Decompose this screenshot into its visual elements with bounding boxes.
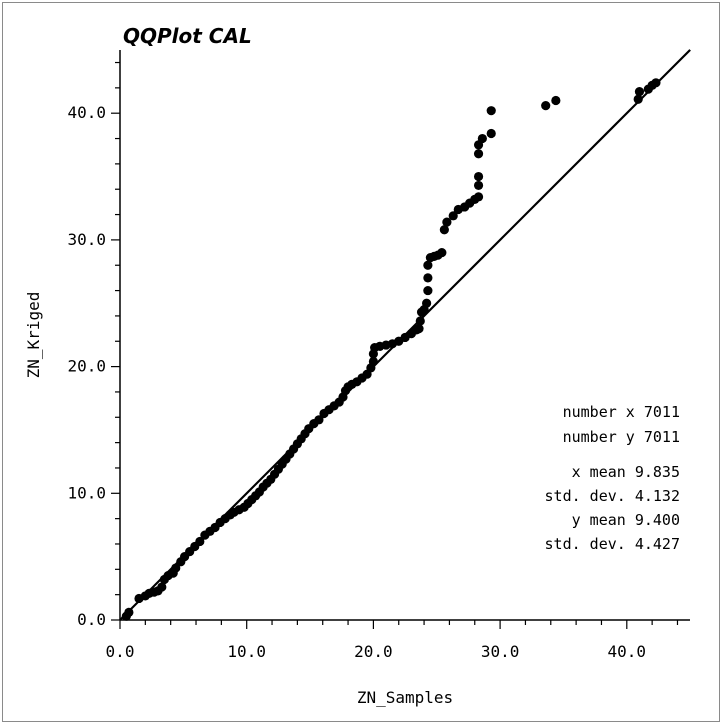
- y-tick-label-10: 10.0: [67, 483, 106, 502]
- data-point: [633, 94, 643, 104]
- data-point: [439, 225, 449, 235]
- data-point: [473, 171, 484, 182]
- data-point: [314, 415, 324, 425]
- data-point: [415, 316, 425, 326]
- x-tick-label-30: 30.0: [481, 642, 520, 661]
- data-point: [195, 536, 205, 547]
- data-point: [124, 607, 134, 617]
- data-point: [473, 149, 484, 159]
- x-tick-label-0: 0.0: [106, 642, 135, 661]
- data-point: [448, 211, 458, 221]
- data-point: [634, 87, 645, 97]
- ticks: [111, 61, 679, 629]
- data-point: [437, 247, 447, 258]
- data-point: [473, 180, 484, 191]
- y-tick-label-30: 30.0: [67, 230, 106, 249]
- stat-y-mean: y mean 9.400: [572, 511, 680, 529]
- stat-number-x: number x 7011: [563, 403, 680, 421]
- y-axis-label: ZN_Kriged: [24, 292, 43, 379]
- chart-title: QQPlot CAL: [123, 24, 252, 48]
- axes: [119, 50, 690, 621]
- data-point: [551, 95, 561, 106]
- data-point: [477, 133, 487, 144]
- data-point: [423, 260, 433, 270]
- y-tick-label-0: 0.0: [77, 610, 106, 629]
- x-axis-label: ZN_Samples: [357, 688, 453, 707]
- data-point: [422, 298, 432, 308]
- qq-plot: QQPlot CAL 0.0 10.0 20.0 30.0 40.0 0.0 1…: [24, 24, 691, 707]
- data-point: [423, 285, 433, 296]
- y-tick-label-40: 40.0: [67, 103, 106, 122]
- data-point: [171, 563, 181, 573]
- x-tick-label-20: 20.0: [354, 642, 393, 661]
- stat-x-mean: x mean 9.835: [572, 463, 680, 481]
- stats-box: number x 7011 number y 7011 x mean 9.835…: [545, 403, 680, 553]
- data-point: [368, 356, 378, 367]
- data-point: [157, 582, 167, 592]
- x-tick-label-40: 40.0: [608, 642, 647, 661]
- data-point: [486, 106, 496, 116]
- data-point: [423, 273, 433, 283]
- data-point: [442, 217, 452, 227]
- data-point: [473, 192, 484, 202]
- data-point: [414, 323, 424, 334]
- x-tick-label-10: 10.0: [227, 642, 266, 661]
- stat-y-std-dev: std. dev. 4.427: [545, 535, 680, 553]
- data-points: [121, 78, 661, 621]
- data-point: [541, 100, 551, 111]
- data-point: [651, 78, 661, 88]
- data-point: [486, 128, 496, 139]
- y-tick-label-20: 20.0: [67, 357, 106, 376]
- stat-x-std-dev: std. dev. 4.132: [545, 487, 680, 505]
- stat-number-y: number y 7011: [563, 428, 680, 446]
